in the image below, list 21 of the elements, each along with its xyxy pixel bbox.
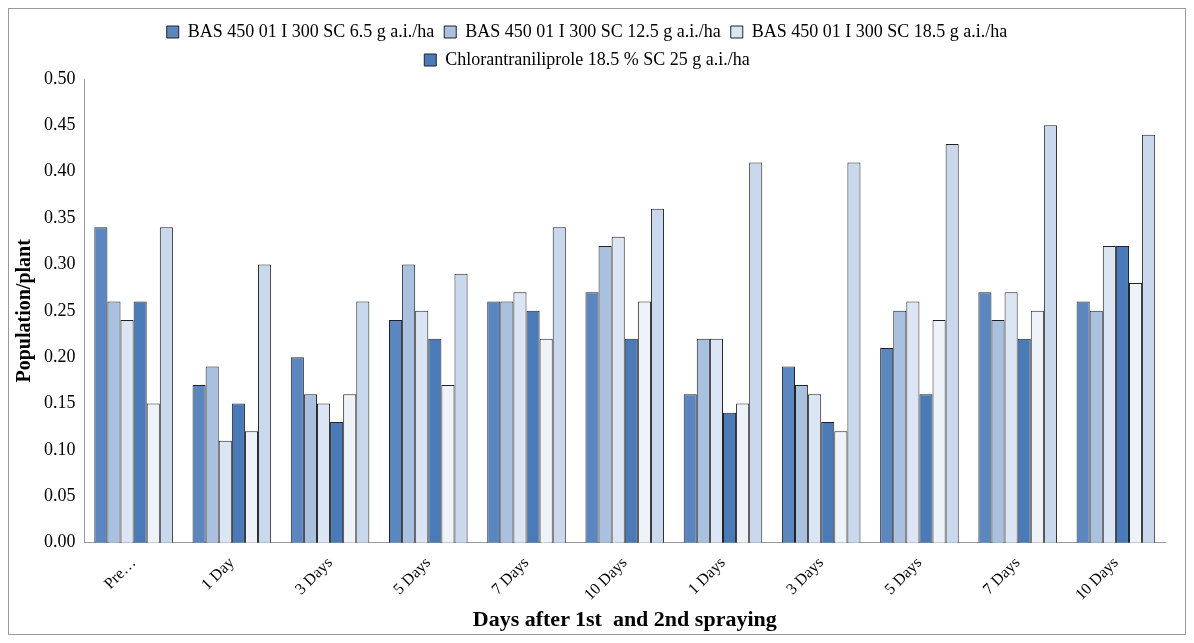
y-tick-label: 0.05	[44, 485, 76, 505]
x-tick-label: 1 Day	[197, 553, 238, 594]
legend-label: BAS 450 01 I 300 SC 6.5 g a.i./ha	[187, 20, 435, 41]
y-tick-label: 0.20	[44, 345, 76, 366]
y-tick-label: 0.45	[44, 114, 76, 135]
y-tick-label: 0.50	[44, 67, 76, 88]
legend-label: Chlorantraniliprole 18.5 % SC 25 g a.i./ha	[445, 48, 750, 69]
y-tick-label: 0.40	[44, 160, 76, 181]
y-tick-label: 0.00	[44, 531, 76, 552]
x-tick-label: 1 Days	[684, 553, 729, 598]
y-tick-label: 0.25	[44, 299, 76, 320]
y-tick-label: 0.10	[44, 438, 76, 459]
y-axis-title: Population/plant	[12, 238, 36, 383]
x-tick-label: 3 Days	[291, 553, 336, 598]
legend-label: BAS 450 01 I 300 SC 12.5 g a.i./ha	[465, 20, 721, 41]
y-tick-label: 0.30	[44, 253, 76, 274]
legend-label: BAS 450 01 I 300 SC 18.5 g a.i./ha	[751, 20, 1008, 41]
x-axis-title: Days after 1st and 2nd spraying	[472, 606, 777, 632]
x-tick-label: Pre…	[100, 553, 139, 592]
y-tick-label: 0.35	[44, 206, 76, 227]
y-tick-label: 0.15	[44, 392, 76, 413]
